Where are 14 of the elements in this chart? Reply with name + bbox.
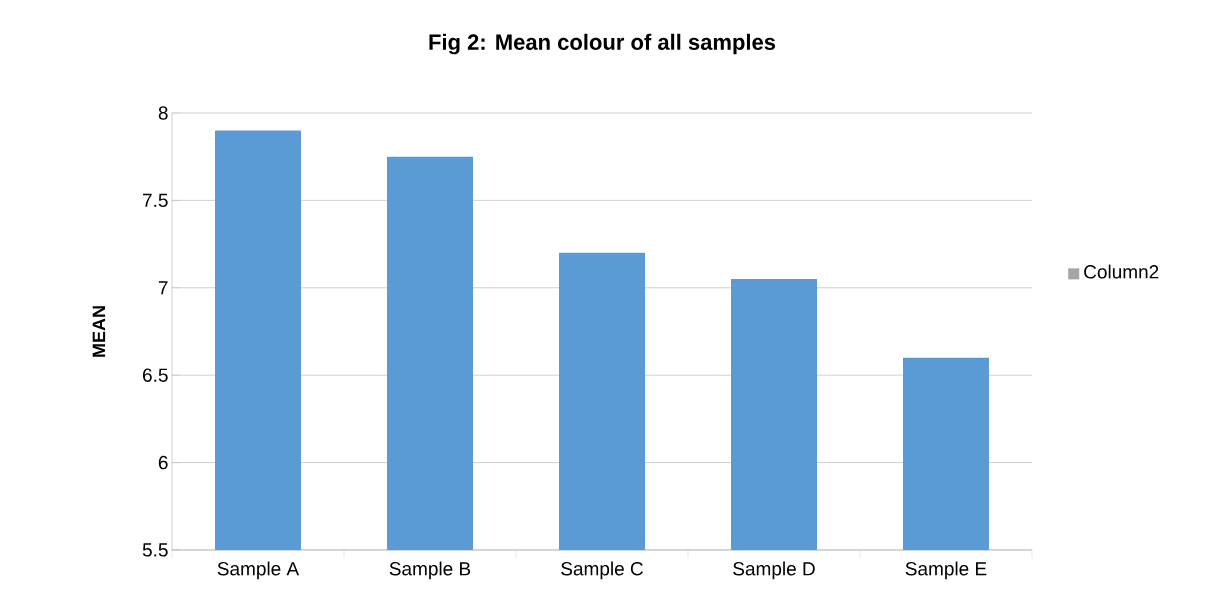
x-tick-label: Sample C (561, 561, 643, 580)
y-tick-label: 7 (158, 281, 168, 295)
y-tick-label: 8 (158, 106, 168, 120)
x-tick-label: Sample B (389, 561, 471, 580)
y-tick-label: 5.5 (142, 543, 168, 557)
y-tick-label: 7.5 (143, 193, 168, 208)
y-tick-label: 6.5 (143, 368, 168, 382)
y-axis-title: MEAN (92, 306, 106, 357)
x-tick-label: Sample D (733, 561, 815, 580)
x-tick-label: Sample A (217, 561, 300, 580)
legend-label: Column2 (1084, 264, 1159, 279)
y-tick-label: 6 (158, 455, 168, 470)
chart-title: Fig 2: Mean colour of all samples (429, 33, 776, 55)
x-tick-label: Sample E (905, 561, 987, 580)
